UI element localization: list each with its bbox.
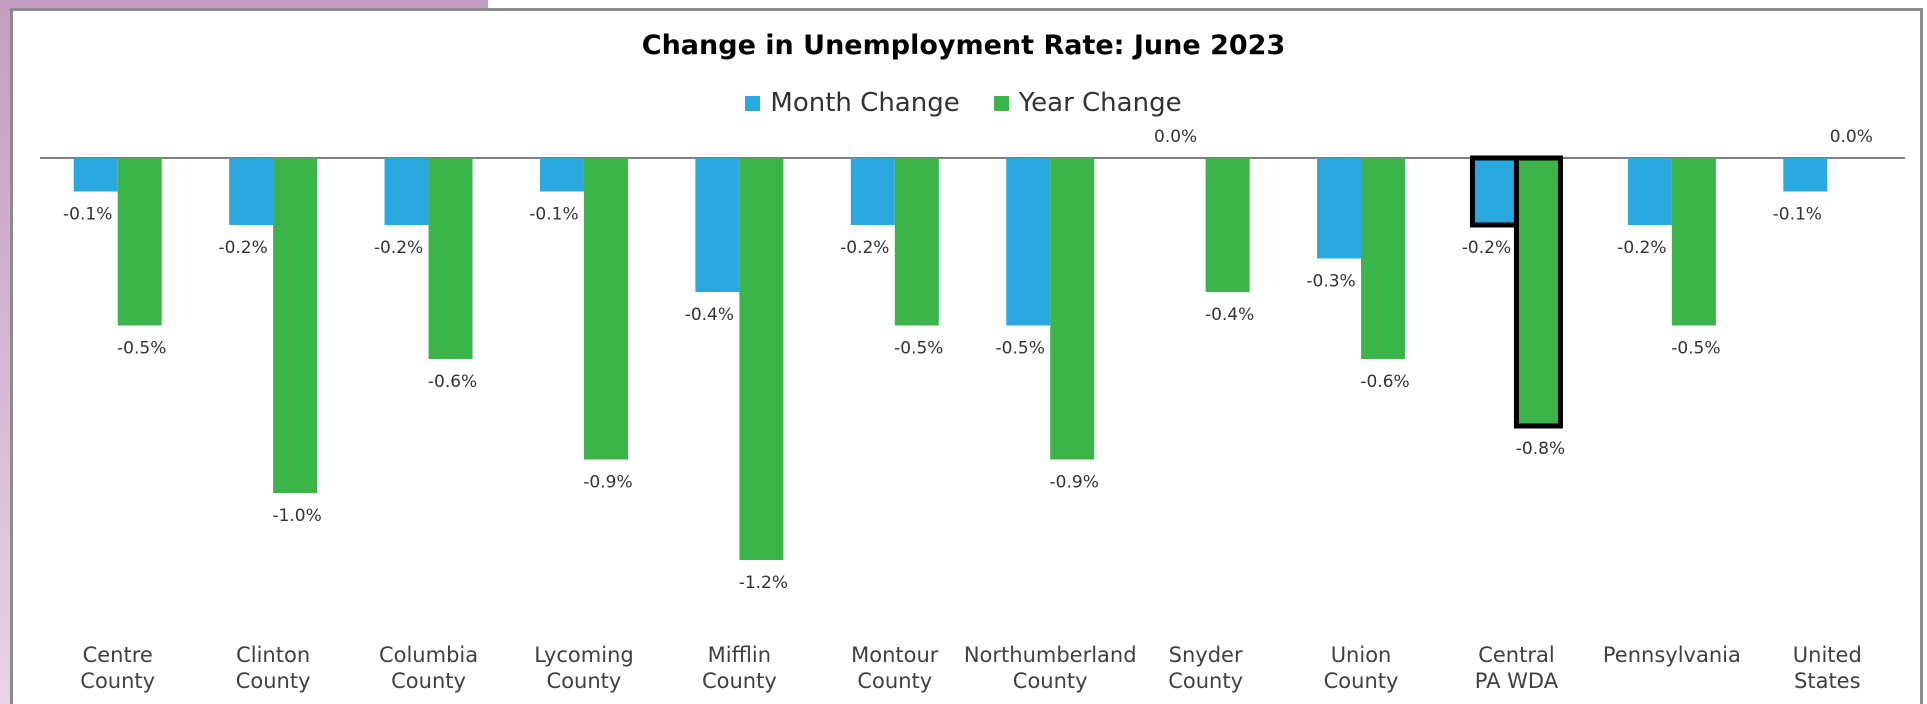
bar-year-change-0 xyxy=(117,158,162,326)
legend-item-year-change: Year Change xyxy=(993,88,1182,118)
data-label-year-1: -1.0% xyxy=(272,506,321,526)
data-label-month-0: -0.1% xyxy=(63,205,112,225)
chart-title: Change in Unemployment Rate: June 2023 xyxy=(641,30,1286,61)
data-label-year-7: -0.4% xyxy=(1205,305,1254,325)
data-label-year-2: -0.6% xyxy=(428,372,477,392)
category-label-line-11-1: States xyxy=(1794,669,1861,693)
bar-month-change-8 xyxy=(1317,158,1362,259)
bar-month-change-3 xyxy=(539,158,584,192)
data-label-month-2: -0.2% xyxy=(374,238,423,258)
category-label-7: Snyder County xyxy=(1168,643,1243,693)
data-label-month-1: -0.2% xyxy=(218,238,267,258)
bar-year-change-5 xyxy=(894,158,939,326)
data-label-month-4: -0.4% xyxy=(685,305,734,325)
background-strip xyxy=(0,0,12,704)
bar-month-change-10 xyxy=(1627,158,1672,225)
category-label-line-7-1: County xyxy=(1168,669,1243,693)
bar-year-change-7 xyxy=(1205,158,1250,292)
bar-month-change-1 xyxy=(229,158,274,225)
category-label-line-3-1: County xyxy=(547,669,622,693)
legend-swatch-month-change xyxy=(745,95,761,111)
bar-month-change-5 xyxy=(850,158,895,225)
data-label-month-11: -0.1% xyxy=(1773,205,1822,225)
category-label-line-5-1: County xyxy=(857,669,932,693)
category-label-line-5-0: Montour xyxy=(851,643,939,667)
category-label-10: Pennsylvania xyxy=(1603,643,1741,667)
category-label-line-10-0: Pennsylvania xyxy=(1603,643,1741,667)
category-label-6: Northumberland County xyxy=(964,643,1137,693)
category-label-11: United States xyxy=(1793,643,1862,693)
category-label-line-0-1: County xyxy=(80,669,155,693)
data-label-month-8: -0.3% xyxy=(1306,272,1355,292)
data-label-month-7: 0.0% xyxy=(1154,127,1197,147)
category-label-2: Columbia County xyxy=(379,643,478,693)
category-label-0: Centre County xyxy=(80,643,155,693)
category-label-9: Central PA WDA xyxy=(1475,643,1559,693)
category-label-1: Clinton County xyxy=(236,643,311,693)
category-label-line-11-0: United xyxy=(1793,643,1862,667)
category-label-line-2-0: Columbia xyxy=(379,643,478,667)
data-label-month-6: -0.5% xyxy=(996,339,1045,359)
category-label-line-8-0: Union xyxy=(1331,643,1392,667)
legend-label-year-change: Year Change xyxy=(1018,88,1182,118)
bar-year-change-6 xyxy=(1050,158,1095,460)
bar-month-change-0 xyxy=(73,158,118,192)
bar-year-change-2 xyxy=(428,158,473,359)
data-label-month-3: -0.1% xyxy=(529,205,578,225)
bar-year-change-3 xyxy=(583,158,628,460)
data-label-year-8: -0.6% xyxy=(1360,372,1409,392)
category-label-line-0-0: Centre xyxy=(83,643,153,667)
bar-year-change-9 xyxy=(1513,155,1563,429)
category-label-4: Mifflin County xyxy=(702,643,777,693)
chart-frame xyxy=(10,8,1923,704)
data-label-month-5: -0.2% xyxy=(840,238,889,258)
data-label-year-0: -0.5% xyxy=(117,339,166,359)
category-label-line-4-0: Mifflin xyxy=(708,643,771,667)
category-label-line-1-0: Clinton xyxy=(236,643,310,667)
category-label-line-9-0: Central xyxy=(1478,643,1554,667)
bar-month-change-9 xyxy=(1469,155,1519,228)
data-label-year-4: -1.2% xyxy=(739,573,788,593)
bar-year-change-10 xyxy=(1671,158,1716,326)
background-top-band xyxy=(0,0,488,10)
data-label-year-9: -0.8% xyxy=(1516,439,1565,459)
category-label-line-6-1: County xyxy=(1013,669,1088,693)
category-label-line-9-1: PA WDA xyxy=(1475,669,1559,693)
category-label-8: Union County xyxy=(1324,643,1399,693)
data-label-year-10: -0.5% xyxy=(1671,339,1720,359)
bar-year-change-8 xyxy=(1361,158,1406,359)
category-label-5: Montour County xyxy=(851,643,939,693)
bar-month-change-6 xyxy=(1006,158,1051,326)
category-label-line-4-1: County xyxy=(702,669,777,693)
category-label-line-7-0: Snyder xyxy=(1169,643,1243,667)
bar-month-change-2 xyxy=(384,158,429,225)
data-label-month-9: -0.2% xyxy=(1462,238,1511,258)
category-label-3: Lycoming County xyxy=(534,643,634,693)
data-label-year-5: -0.5% xyxy=(894,339,943,359)
bar-year-change-1 xyxy=(273,158,318,493)
data-label-month-10: -0.2% xyxy=(1617,238,1666,258)
legend-label-month-change: Month Change xyxy=(770,88,960,118)
bar-month-change-11 xyxy=(1783,158,1828,192)
bar-year-change-4 xyxy=(739,158,784,560)
category-label-line-2-1: County xyxy=(391,669,466,693)
legend-item-month-change: Month Change xyxy=(745,88,960,118)
data-label-year-6: -0.9% xyxy=(1050,473,1099,493)
category-label-line-3-0: Lycoming xyxy=(534,643,634,667)
legend-swatch-year-change xyxy=(993,95,1009,111)
data-label-year-11: 0.0% xyxy=(1830,127,1873,147)
category-label-line-8-1: County xyxy=(1324,669,1399,693)
data-label-year-3: -0.9% xyxy=(583,473,632,493)
category-label-line-1-1: County xyxy=(236,669,311,693)
category-label-line-6-0: Northumberland xyxy=(964,643,1137,667)
bar-month-change-4 xyxy=(695,158,740,292)
legend: Month Change Year Change xyxy=(0,88,1927,118)
